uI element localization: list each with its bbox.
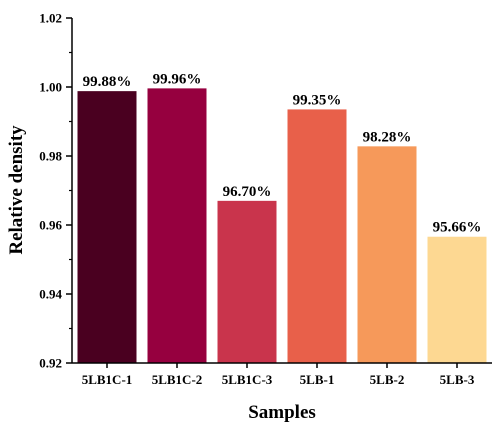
bar-5lb-2 (357, 146, 417, 363)
bar-5lb1c-2 (147, 88, 207, 363)
x-axis-title: Samples (248, 402, 316, 422)
data-label-5lb-2: 98.28% (363, 129, 412, 145)
bars-group (77, 88, 487, 363)
bar-5lb1c-3 (217, 200, 277, 363)
x-tick-label-5lb1c-2: 5LB1C-2 (152, 372, 203, 387)
x-tick-label-5lb1c-1: 5LB1C-1 (82, 372, 133, 387)
data-label-5lb-1: 99.35% (293, 92, 342, 108)
y-tick-label: 0.96 (39, 218, 62, 233)
x-tick-label-5lb-1: 5LB-1 (300, 372, 335, 387)
y-tick-label: 1.00 (39, 80, 62, 95)
x-ticks-group: 5LB1C-1 5LB1C-2 5LB1C-3 5LB-1 5LB-2 5LB-3 (82, 363, 475, 387)
y-ticks-group: 0.92 0.94 0.96 0.98 1.00 1.02 (39, 11, 72, 371)
bar-5lb1c-1 (77, 91, 137, 363)
data-labels-group: 99.88% 99.96% 96.70% 99.35% 98.28% 95.66% (83, 71, 482, 235)
data-label-5lb-3: 95.66% (433, 220, 482, 236)
y-tick-label: 0.94 (39, 287, 62, 302)
data-label-5lb1c-2: 99.96% (153, 71, 202, 87)
data-label-5lb1c-3: 96.70% (223, 184, 272, 200)
data-label-5lb1c-1: 99.88% (83, 74, 132, 90)
bar-5lb-1 (287, 109, 347, 363)
y-tick-label: 0.92 (39, 356, 62, 371)
y-axis-title: Relative density (6, 125, 27, 255)
x-tick-label-5lb-3: 5LB-3 (440, 372, 475, 387)
x-tick-label-5lb1c-3: 5LB1C-3 (222, 372, 273, 387)
y-tick-label: 1.02 (39, 11, 62, 26)
y-tick-label: 0.98 (39, 149, 62, 164)
x-tick-label-5lb-2: 5LB-2 (370, 372, 405, 387)
bar-5lb-3 (427, 236, 487, 363)
